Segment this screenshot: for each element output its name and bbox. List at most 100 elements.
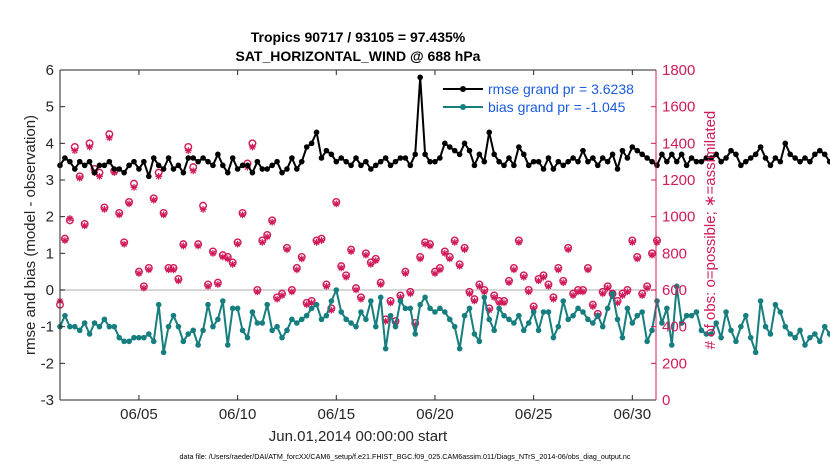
bias-point (150, 338, 157, 345)
rmse-point (683, 162, 690, 169)
rmse-point (160, 166, 167, 172)
obs-assimilated-point (540, 273, 547, 281)
bias-point (397, 298, 404, 304)
rmse-point (126, 162, 132, 169)
bias-point (437, 305, 443, 312)
bias-point (619, 334, 626, 341)
rmse-point (442, 140, 448, 147)
bias-point (62, 312, 68, 319)
rmse-point (407, 162, 414, 169)
rmse-point (723, 155, 729, 161)
obs-assimilated-point (288, 288, 296, 296)
rmse-point (348, 162, 354, 169)
bias-point (545, 309, 552, 315)
bias-point (121, 338, 127, 345)
bias-point (81, 320, 88, 326)
obs-assimilated-point (120, 240, 128, 248)
obs-assimilated-point (564, 246, 572, 254)
x-tick-label: 06/20 (416, 406, 454, 423)
bias-point (215, 316, 221, 323)
y-right-tick-label: 1400 (662, 135, 695, 152)
bias-point (254, 320, 261, 326)
rmse-point (550, 166, 557, 172)
rmse-point (728, 147, 734, 154)
obs-assimilated-point (456, 262, 464, 270)
bias-point (782, 323, 789, 330)
rmse-point (427, 158, 433, 165)
rmse-point (604, 158, 611, 165)
bias-point (86, 331, 93, 337)
rmse-point (545, 155, 552, 161)
chart-subtitle: SAT_HORIZONTAL_WIND @ 688 hPa (236, 48, 481, 64)
rmse-point (752, 151, 759, 158)
y-left-tick-label: 6 (46, 62, 54, 79)
obs-assimilated-point (199, 205, 207, 213)
rmse-point (387, 162, 394, 169)
obs-assimilated-point (377, 281, 385, 288)
bias-point (654, 298, 660, 304)
bias-point (604, 305, 611, 312)
rmse-point (155, 162, 162, 169)
rmse-point (81, 162, 88, 169)
rmse-point (358, 162, 364, 169)
legend-bias-label: bias grand pr = -1.045 (488, 99, 626, 115)
rmse-point (466, 147, 473, 154)
rmse-point (599, 155, 606, 161)
rmse-point (185, 155, 192, 161)
rmse-point (708, 155, 715, 161)
bias-point (649, 327, 655, 334)
rmse-point (328, 151, 335, 158)
bias-point (106, 323, 113, 330)
legend: rmse grand pr = 3.6238 bias grand pr = -… (437, 77, 647, 119)
bias-point (812, 331, 818, 337)
obs-assimilated-point (525, 288, 533, 296)
rmse-point (141, 158, 147, 165)
rmse-point (318, 155, 325, 161)
obs-assimilated-point (175, 277, 182, 285)
bias-point (141, 334, 147, 341)
obs-assimilated-point (584, 266, 592, 274)
bias-point (565, 316, 571, 323)
obs-assimilated-point (150, 196, 158, 204)
bias-point (506, 316, 512, 323)
obs-assimilated-point (436, 266, 444, 274)
bias-point (634, 312, 641, 319)
obs-assimilated-point (461, 246, 468, 254)
rmse-point (812, 151, 818, 158)
bias-point (239, 327, 246, 334)
bias-point (762, 323, 769, 330)
bias-point (111, 323, 118, 330)
rmse-point (664, 158, 670, 165)
rmse-point (368, 166, 374, 172)
y-right-tick-label: 0 (662, 392, 670, 409)
rmse-point (338, 155, 345, 161)
rmse-point (461, 140, 468, 147)
bias-point (185, 331, 192, 337)
rmse-point (757, 144, 764, 150)
rmse-point (639, 151, 645, 158)
rmse-point (688, 155, 695, 161)
rmse-point (274, 158, 280, 165)
rmse-point (609, 151, 616, 158)
bias-point (229, 305, 236, 312)
bias-point (599, 323, 606, 330)
rmse-point (422, 151, 428, 158)
bias-point (560, 298, 567, 304)
x-tick-label: 06/30 (614, 406, 652, 423)
plot-area (60, 70, 656, 400)
rmse-point (742, 158, 749, 165)
obs-assimilated-point (466, 290, 473, 298)
rmse-point (244, 162, 251, 169)
rmse-point (195, 158, 201, 165)
obs-assimilated-point (490, 293, 498, 301)
bias-point (594, 312, 601, 319)
rmse-point (224, 169, 231, 176)
bias-point (422, 294, 428, 301)
bias-point (481, 294, 488, 301)
bias-point (348, 320, 354, 326)
obs-assimilated-point (653, 238, 661, 246)
rmse-point (106, 158, 113, 165)
obs-assimilated-point (559, 279, 567, 287)
bias-point (644, 338, 650, 345)
